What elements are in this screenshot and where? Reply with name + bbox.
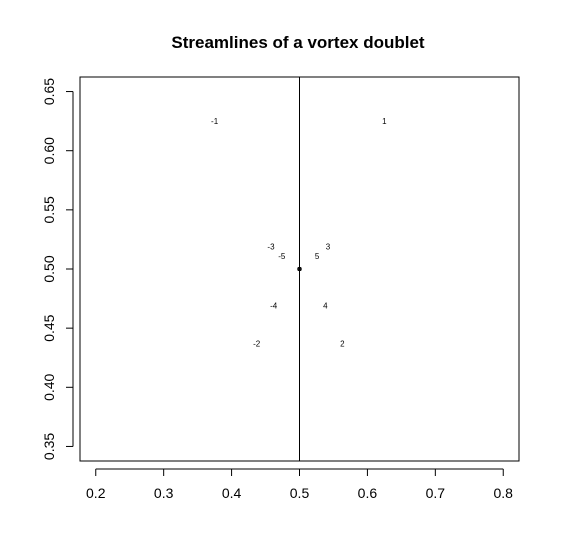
y-tick-label: 0.50 xyxy=(41,255,57,282)
contour-label-bg xyxy=(313,250,321,260)
contour-label-bg xyxy=(321,300,329,310)
contour-label-bg xyxy=(267,300,280,310)
x-tick-label: 0.8 xyxy=(494,485,514,501)
y-tick-label: 0.60 xyxy=(41,137,57,164)
x-tick-label: 0.7 xyxy=(426,485,446,501)
x-tick-label: 0.4 xyxy=(222,485,242,501)
contour-label-bg xyxy=(324,241,332,251)
streamlines xyxy=(297,77,302,461)
contour-label: 5 xyxy=(315,252,320,261)
chart-title: Streamlines of a vortex doublet xyxy=(171,33,425,52)
contour-label-bg xyxy=(338,338,346,348)
y-tick-label: 0.65 xyxy=(41,78,57,105)
contour-label: 3 xyxy=(326,243,331,252)
contour-label: -3 xyxy=(267,243,275,252)
contour-label-bg xyxy=(380,116,388,126)
contour-labels: -1 1 -2 2 -3 3 -4 4 -5 5 xyxy=(208,116,388,349)
x-tick-label: 0.6 xyxy=(358,485,378,501)
y-tick-label: 0.55 xyxy=(41,196,57,223)
y-tick-label: 0.35 xyxy=(41,433,57,460)
contour-label-bg xyxy=(250,338,263,348)
contour-label: -1 xyxy=(211,117,219,126)
plot-area: -1 1 -2 2 -3 3 -4 4 -5 5 xyxy=(208,77,388,461)
contour-label: 1 xyxy=(382,117,387,126)
contour-label: 4 xyxy=(323,302,328,311)
contour-label: 2 xyxy=(340,340,345,349)
contour-label-bg xyxy=(264,241,277,251)
plot-border xyxy=(79,76,520,462)
x-tick-label: 0.3 xyxy=(154,485,174,501)
contour-label-bg xyxy=(275,250,288,260)
contour-label: -2 xyxy=(253,340,261,349)
contour-label-bg xyxy=(208,116,221,126)
contour-label: -4 xyxy=(270,302,278,311)
y-tick-label: 0.40 xyxy=(41,373,57,400)
x-tick-label: 0.5 xyxy=(290,485,310,501)
x-tick-label: 0.2 xyxy=(86,485,106,501)
axes: 0.2 0.3 0.4 0.5 0.6 0.7 0.8 0.35 0.40 0.45 0.50 0.5… xyxy=(41,76,520,501)
y-tick-label: 0.45 xyxy=(41,314,57,341)
contour-label: -5 xyxy=(278,252,286,261)
